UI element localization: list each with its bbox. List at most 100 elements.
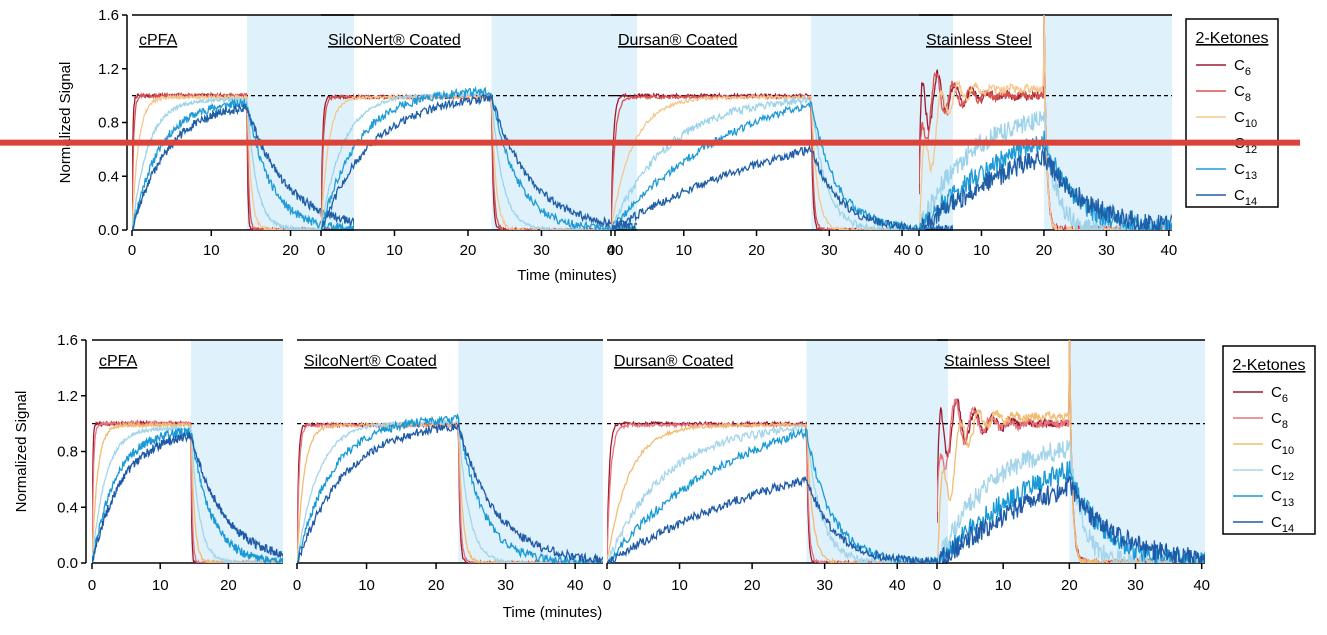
legend-label-base: C: [1234, 187, 1245, 204]
legend-label-base: C: [1271, 488, 1282, 505]
y-tick-label: 1.6: [98, 7, 119, 24]
x-tick-label: 30: [821, 242, 838, 259]
legend-label: C13: [1271, 488, 1294, 509]
series-line-c12: [92, 424, 283, 563]
legend-label-subscript: 13: [1245, 170, 1257, 182]
y-tick-label: 1.6: [57, 332, 78, 349]
x-tick-label: 40: [567, 577, 584, 594]
series-group: [919, 15, 1172, 230]
legend-label-base: C: [1234, 57, 1245, 74]
panel-title: SilcoNert® Coated: [304, 353, 437, 370]
legend-label-subscript: 14: [1245, 196, 1257, 208]
x-tick-label: 10: [386, 242, 403, 259]
series-line-c14: [607, 476, 948, 563]
series-line-c12: [607, 423, 948, 563]
x-tick-label: 30: [1098, 242, 1115, 259]
x-tick-label: 10: [675, 242, 692, 259]
panel-silconert-coated: 0 10 20 30 40 SilcoNert® Coated: [317, 14, 637, 259]
legend-label-base: C: [1271, 514, 1282, 531]
y-axis-title: Normalized Signal: [13, 391, 30, 513]
legend-label-subscript: 8: [1282, 419, 1288, 431]
purge-band: [458, 340, 603, 563]
panel-stainless-steel: 0 10 20 30 40 Stainless Steel: [933, 339, 1210, 594]
legend-label-subscript: 10: [1245, 118, 1257, 130]
series-group: [321, 85, 637, 230]
panel-stainless-steel: 0 10 20 30 40 Stainless Steel: [915, 14, 1178, 259]
x-tick-label: 30: [497, 577, 514, 594]
x-tick-label: 0: [88, 577, 96, 594]
x-tick-label: 10: [973, 242, 990, 259]
x-tick-label: 20: [1036, 242, 1053, 259]
x-tick-label: 40: [894, 242, 911, 259]
x-tick-label: 20: [1061, 577, 1078, 594]
legend-label-base: C: [1234, 109, 1245, 126]
y-tick-label: 0.8: [98, 115, 119, 132]
legend-label-subscript: 14: [1282, 523, 1294, 535]
series-group: [611, 91, 953, 230]
x-tick-label: 0: [603, 577, 611, 594]
x-tick-label: 10: [995, 577, 1012, 594]
panel-title: Stainless Steel: [926, 32, 1032, 49]
legend-label: C6: [1234, 57, 1251, 78]
series-line-c10: [297, 421, 603, 563]
legend-label: C14: [1234, 187, 1257, 208]
legend-label: C12: [1271, 462, 1294, 483]
legend-box: [1222, 345, 1316, 535]
x-tick-label: 40: [607, 242, 624, 259]
legend-label: C8: [1234, 83, 1251, 104]
panel-cpfa: 0 10 20 cPFA: [88, 339, 283, 594]
series-group: [297, 412, 603, 563]
legend-label: C14: [1271, 514, 1294, 535]
x-tick-label: 20: [282, 242, 299, 259]
y-tick-label: 1.2: [57, 388, 78, 405]
y-tick-label: 0.4: [57, 499, 78, 516]
x-tick-label: 30: [1127, 577, 1144, 594]
x-tick-label: 20: [460, 242, 477, 259]
purge-band: [190, 340, 283, 563]
x-tick-label: 40: [1161, 242, 1178, 259]
x-tick-label: 40: [1193, 577, 1210, 594]
y-tick-label: 0.4: [98, 168, 119, 185]
x-tick-label: 0: [128, 242, 136, 259]
legend-box: [1185, 18, 1279, 208]
panel-cpfa: 0 10 20 cPFA: [128, 14, 354, 259]
annotation-bar: [0, 139, 1300, 146]
x-tick-label: 10: [671, 577, 688, 594]
panel-title: Dursan® Coated: [614, 353, 733, 370]
x-tick-label: 30: [533, 242, 550, 259]
legend-label: C10: [1234, 109, 1257, 130]
panel-silconert-coated: 0 10 20 30 40 SilcoNert® Coated: [293, 339, 603, 594]
figure-bottom: 0.0 0.4 0.8 1.2 1.6 Normalized Signal 0 10 20 cPF…: [13, 332, 1316, 621]
series-group: [937, 340, 1205, 563]
panel-title: cPFA: [99, 353, 138, 370]
x-tick-label: 40: [889, 577, 906, 594]
legend-label: C6: [1271, 384, 1288, 405]
legend-label-subscript: 12: [1282, 471, 1294, 483]
panel-title: cPFA: [139, 32, 178, 49]
y-axis-title: Normalized Signal: [57, 62, 74, 184]
legend-label-base: C: [1271, 462, 1282, 479]
x-tick-label: 0: [607, 242, 615, 259]
purge-band: [1043, 15, 1172, 230]
series-group: [132, 91, 354, 230]
legend-label-subscript: 6: [1245, 66, 1251, 78]
series-line-c10: [321, 93, 637, 230]
purge-band: [1069, 340, 1205, 563]
series-line-c12: [919, 111, 1172, 230]
x-tick-label: 10: [152, 577, 169, 594]
legend-label-subscript: 6: [1282, 393, 1288, 405]
legend-label-subscript: 12: [1245, 144, 1257, 156]
x-tick-label: 10: [358, 577, 375, 594]
legend-label-base: C: [1271, 410, 1282, 427]
series-line-c13: [321, 85, 637, 230]
panel-title: Dursan® Coated: [618, 32, 737, 49]
series-line-c14: [919, 147, 1172, 230]
x-tick-label: 0: [915, 242, 923, 259]
series-line-c13: [297, 412, 603, 563]
x-tick-label: 10: [203, 242, 220, 259]
panel-title: Stainless Steel: [944, 353, 1050, 370]
